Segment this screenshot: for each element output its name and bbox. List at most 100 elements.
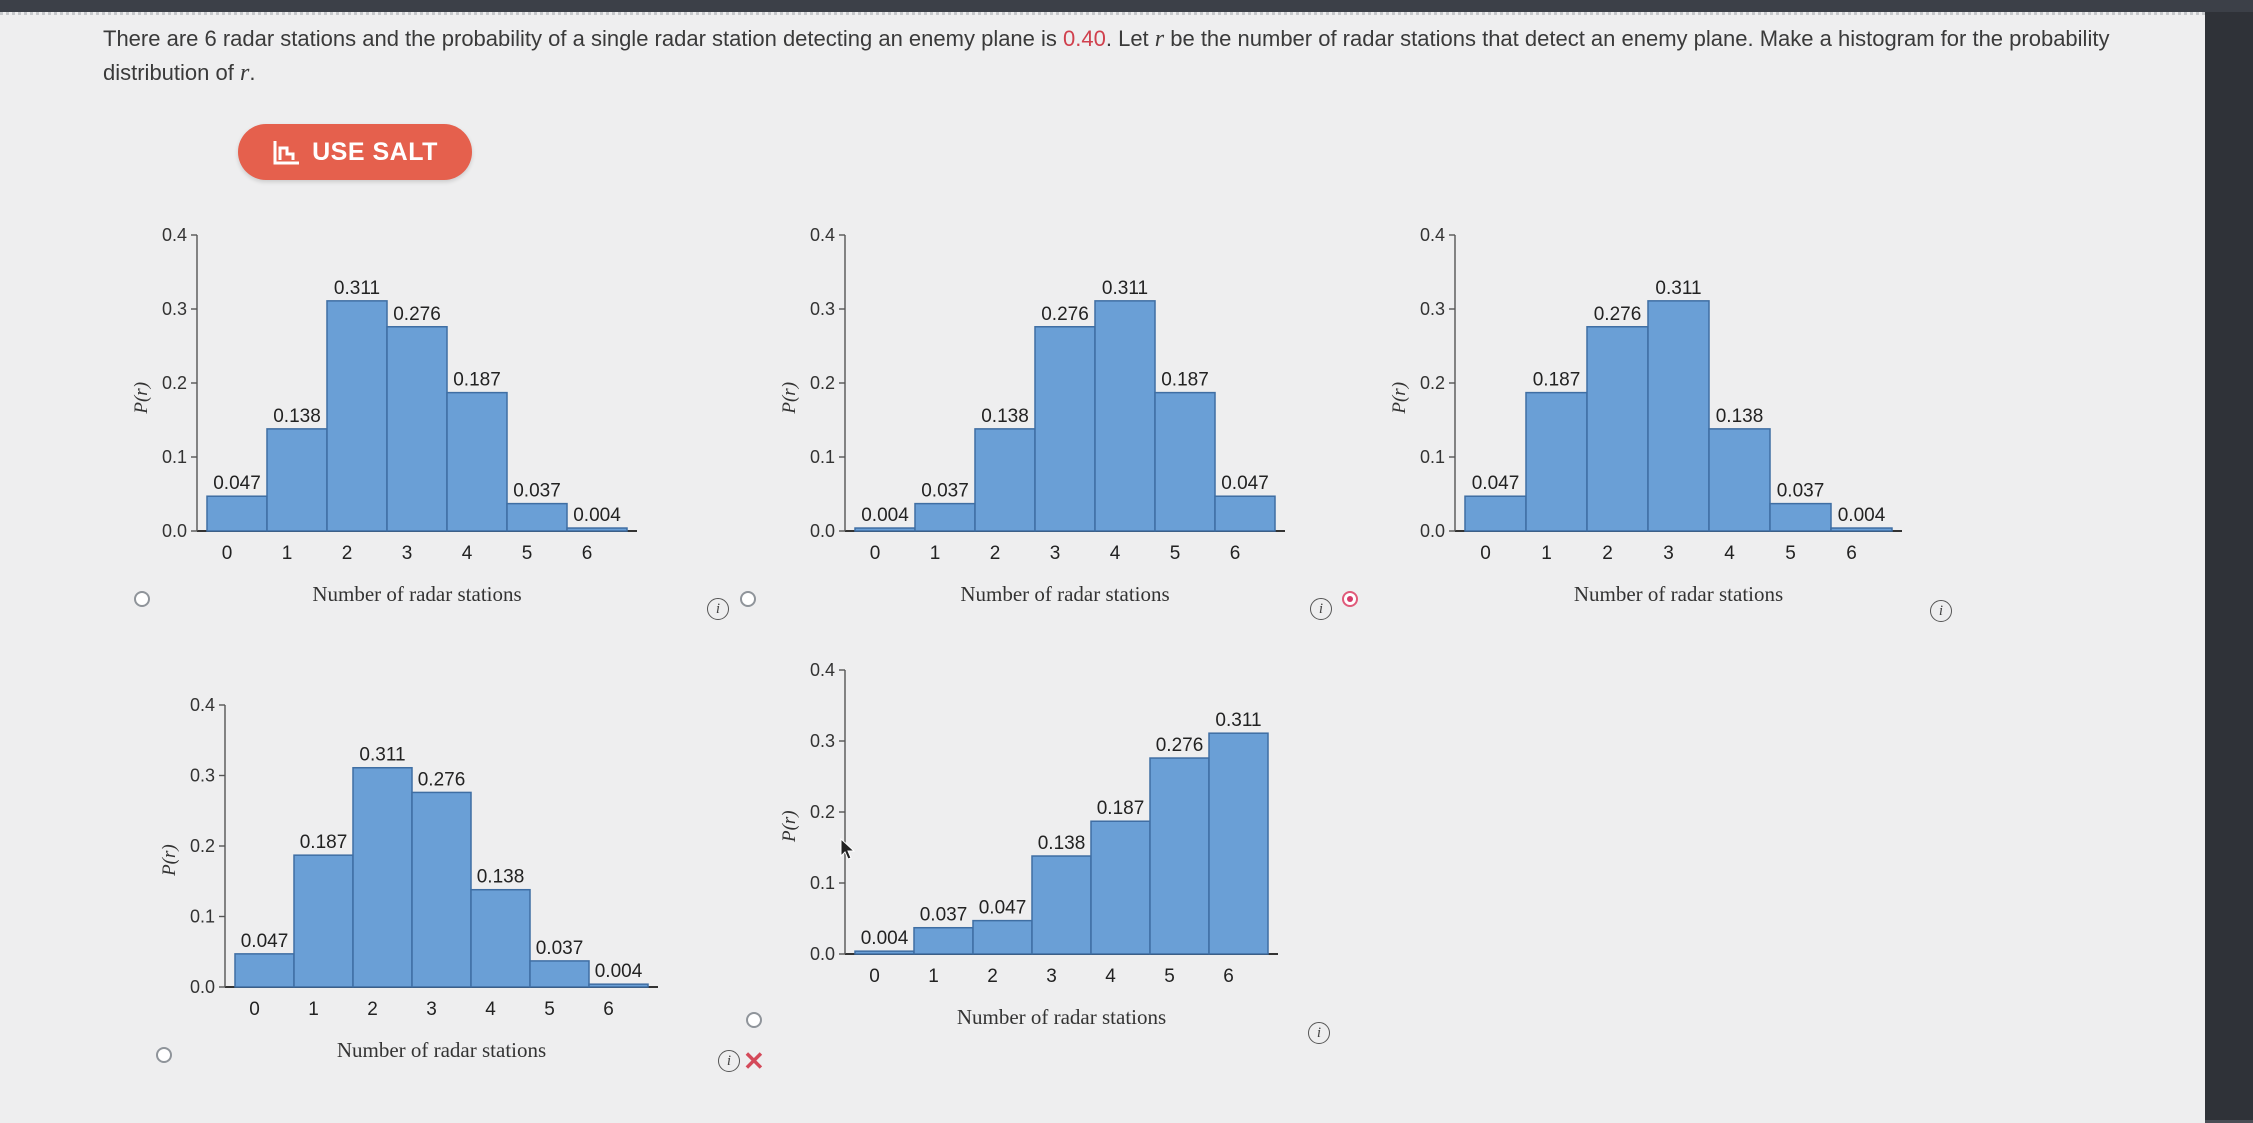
x-tick-label: 3	[402, 543, 413, 564]
bar	[1647, 300, 1710, 532]
bar	[854, 950, 915, 955]
y-tick-label: 0.4	[190, 695, 215, 715]
option-4-radio[interactable]	[156, 1047, 172, 1063]
x-tick-label: 3	[1663, 543, 1674, 564]
y-tick-label: 0.3	[810, 299, 835, 319]
data-label: 0.037	[1777, 481, 1825, 502]
x-tick-label: 6	[1846, 543, 1857, 564]
data-label: 0.047	[979, 898, 1027, 919]
option-2-radio[interactable]	[740, 591, 756, 607]
data-label: 0.276	[1156, 735, 1204, 756]
y-axis-label: P(r)	[779, 810, 800, 843]
option-5-info-icon[interactable]: i	[1308, 1022, 1330, 1044]
x-tick-label: 3	[1046, 966, 1057, 987]
x-tick-label: 3	[426, 999, 437, 1020]
y-tick-label: 0.4	[810, 225, 835, 245]
bar	[470, 888, 531, 988]
histogram-option-4: 0.0 0.1 0.2 0.3 0.4 P(r) 0.047 0 0.187 1 0.311 2 0.2…	[159, 695, 658, 1062]
x-tick-label: 4	[1105, 966, 1116, 987]
x-tick-label: 5	[1164, 966, 1175, 987]
y-tick-label: 0.3	[162, 299, 187, 319]
question-text: There are 6 radar stations and the proba…	[103, 26, 2110, 86]
x-tick-label: 5	[1785, 543, 1796, 564]
x-tick-label: 1	[282, 543, 293, 564]
y-tick-label: 0.2	[162, 373, 187, 393]
x-tick-label: 0	[869, 966, 880, 987]
use-salt-button[interactable]: USE SALT	[238, 124, 472, 180]
bar	[974, 428, 1036, 532]
y-tick-label: 0.3	[1420, 299, 1445, 319]
y-tick-label: 0.4	[162, 225, 187, 245]
y-tick-label: 0.0	[810, 944, 835, 964]
data-label: 0.047	[213, 473, 261, 494]
data-label: 0.037	[536, 938, 584, 959]
option-1-radio[interactable]	[134, 591, 150, 607]
x-tick-label: 3	[1050, 543, 1061, 564]
data-label: 0.311	[1215, 710, 1261, 731]
y-tick-label: 0.2	[810, 373, 835, 393]
bar	[234, 953, 295, 988]
monitor-bezel	[0, 0, 2253, 12]
data-label: 0.311	[359, 745, 405, 766]
y-tick-label: 0.0	[810, 521, 835, 541]
y-tick-label: 0.1	[190, 907, 215, 927]
x-tick-label: 6	[1230, 543, 1241, 564]
bar	[1525, 391, 1588, 532]
probability-value: 0.40	[1063, 26, 1106, 51]
bar	[1708, 428, 1771, 532]
y-axis-label: P(r)	[131, 382, 152, 415]
option-5-radio[interactable]	[746, 1012, 762, 1028]
x-tick-label: 4	[485, 999, 496, 1020]
salt-chart-icon	[273, 141, 300, 165]
bar	[1034, 326, 1096, 532]
option-2-info-icon[interactable]: i	[1310, 598, 1332, 620]
bar	[1090, 820, 1151, 955]
x-tick-label: 2	[342, 543, 353, 564]
histogram-option-2: 0.0 0.1 0.2 0.3 0.4 P(r) 0.004 0 0.037 1 0.138 2 0.2…	[779, 225, 1285, 606]
data-label: 0.037	[513, 481, 561, 502]
y-tick-label: 0.4	[810, 660, 835, 680]
bar	[446, 391, 508, 532]
bar	[1094, 300, 1156, 532]
y-tick-label: 0.1	[810, 873, 835, 893]
bar	[972, 919, 1033, 955]
data-label: 0.004	[573, 505, 621, 526]
data-label: 0.276	[1594, 304, 1642, 325]
bar	[1830, 527, 1893, 532]
bar	[206, 495, 268, 532]
x-tick-label: 0	[1480, 543, 1491, 564]
data-label: 0.037	[921, 481, 969, 502]
bar	[1149, 757, 1210, 955]
option-4-info-icon[interactable]: i	[718, 1050, 740, 1072]
x-axis-label: Number of radar stations	[312, 582, 521, 606]
data-label: 0.276	[393, 304, 441, 325]
data-label: 0.138	[477, 867, 525, 888]
data-label: 0.004	[861, 928, 909, 949]
data-label: 0.138	[273, 406, 321, 427]
x-tick-label: 5	[522, 543, 533, 564]
bar	[1154, 391, 1216, 532]
x-tick-label: 5	[544, 999, 555, 1020]
histogram-option-5: 0.0 0.1 0.2 0.3 0.4 P(r) 0.004 0 0.037 1 0.047 2 0.1…	[779, 660, 1278, 1029]
x-tick-label: 6	[603, 999, 614, 1020]
y-tick-label: 0.2	[1420, 373, 1445, 393]
x-tick-label: 2	[987, 966, 998, 987]
option-1-info-icon[interactable]: i	[707, 598, 729, 620]
y-tick-label: 0.0	[162, 521, 187, 541]
option-3-info-icon[interactable]: i	[1930, 600, 1952, 622]
bar	[913, 926, 974, 955]
bar	[1769, 502, 1832, 532]
y-tick-label: 0.4	[1420, 225, 1445, 245]
bar	[854, 527, 916, 532]
y-tick-label: 0.0	[1420, 521, 1445, 541]
y-tick-label: 0.1	[162, 447, 187, 467]
x-tick-label: 6	[582, 543, 593, 564]
data-label: 0.138	[981, 406, 1029, 427]
data-label: 0.047	[1221, 473, 1269, 494]
bar	[266, 428, 328, 532]
option-3-radio[interactable]	[1342, 591, 1358, 607]
use-salt-label: USE SALT	[312, 137, 438, 166]
y-axis-label: P(r)	[159, 844, 180, 877]
data-label: 0.138	[1038, 833, 1086, 854]
x-tick-label: 6	[1223, 966, 1234, 987]
